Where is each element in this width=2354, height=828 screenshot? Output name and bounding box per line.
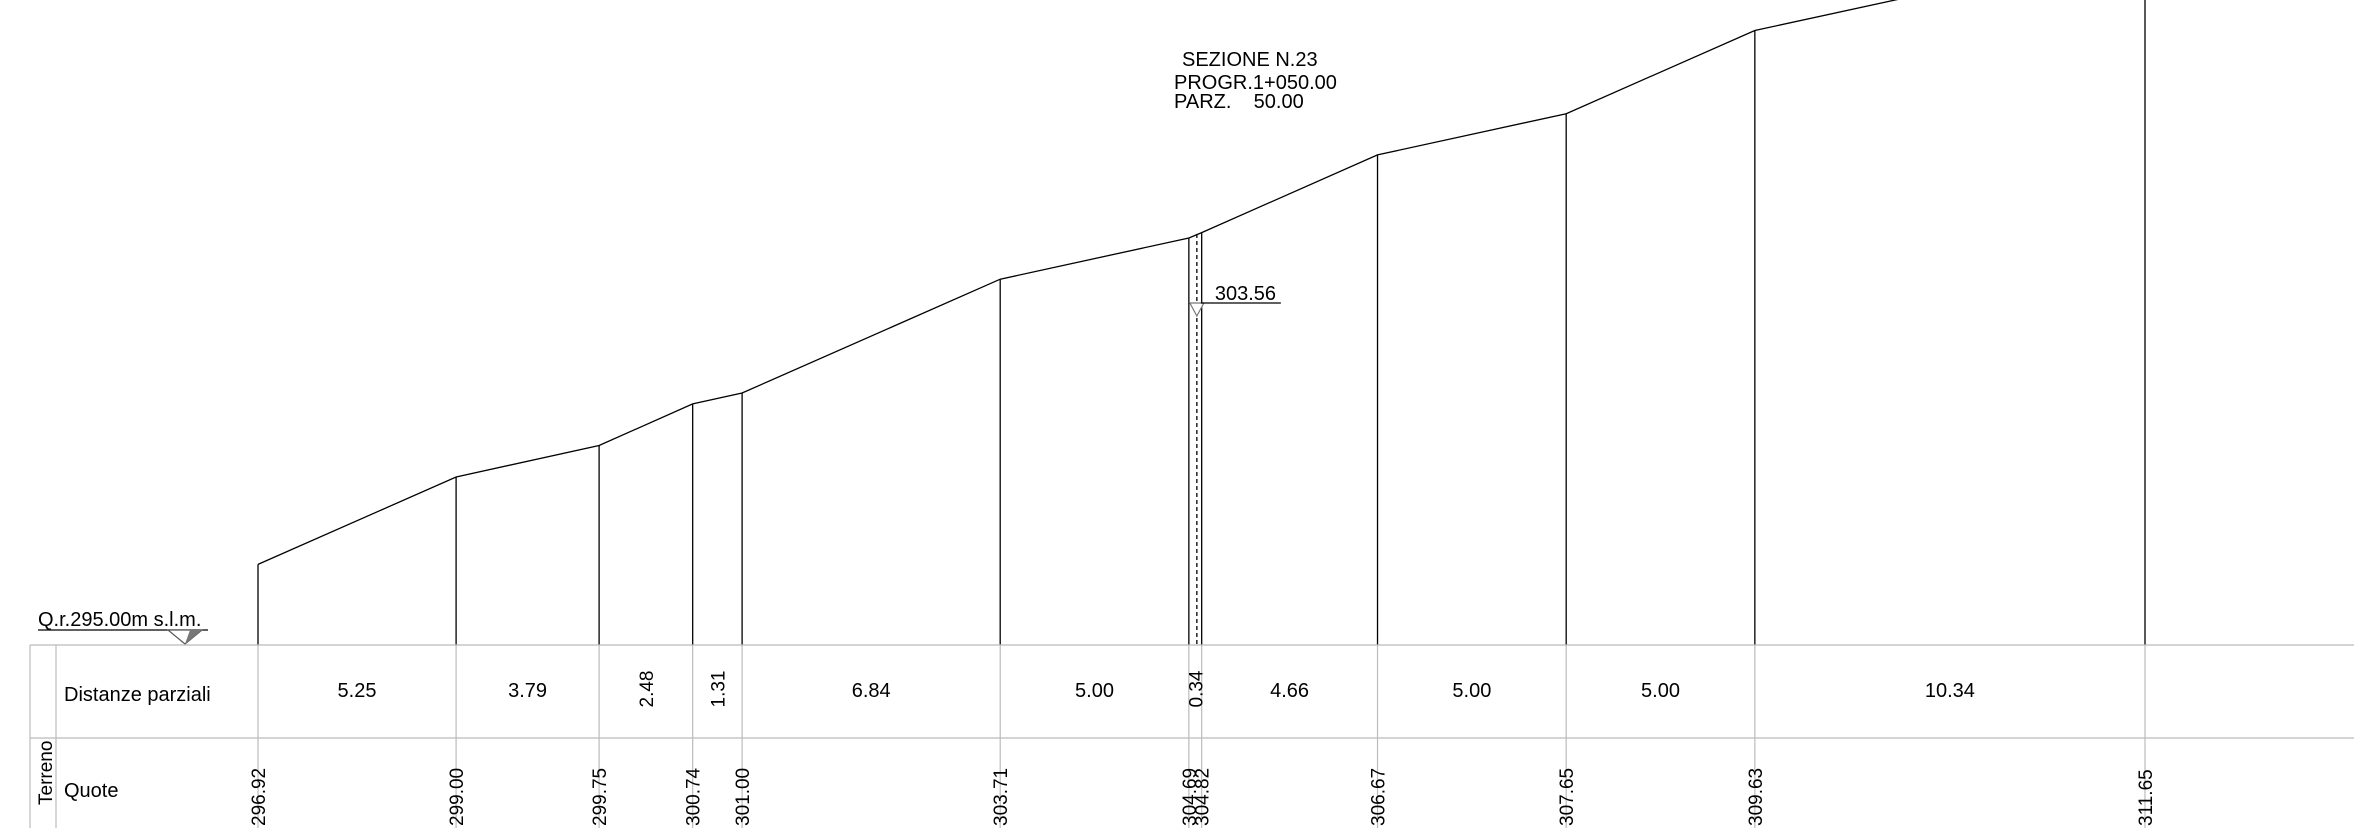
elevation-value: 306.67 [1369, 768, 1390, 826]
partial-distance-value: 5.00 [1452, 680, 1491, 702]
partial-distance-value: 1.31 [708, 671, 729, 708]
elevation-value: 301.00 [733, 768, 754, 826]
partial-distances-row-label: Distanze parziali [64, 684, 211, 706]
elevation-value: 303.71 [991, 768, 1012, 826]
elevation-value: 304.69 [1180, 768, 1201, 826]
partial-distance-value: 5.25 [338, 680, 377, 702]
elevation-value: 300.74 [684, 767, 705, 826]
partial-distance-value: 3.79 [508, 680, 547, 702]
section-header: SEZIONE N.23 PROGR.1+050.00 PARZ. 50.00 [1174, 49, 1337, 113]
axis-marker: 303.56 [1188, 234, 1281, 645]
reference-level: Q.r.295.00m s.l.m. [38, 609, 208, 645]
elevation-value: 309.63 [1746, 768, 1767, 826]
partial-distance-value: 5.00 [1075, 680, 1114, 702]
elevation-value: 304.82 [1193, 768, 1214, 826]
partial-label: PARZ. 50.00 [1174, 91, 1304, 113]
partial-distance-value: 5.00 [1641, 680, 1680, 702]
profile-layer [257, 0, 2146, 645]
elevation-value: 299.00 [447, 768, 468, 826]
elevation-value: 299.75 [590, 768, 611, 826]
table-values: 296.92 299.00 299.75 300.74 301.00 303.71 304.… [249, 645, 2157, 828]
partial-distance-value: 4.66 [1270, 680, 1309, 702]
data-table: Terreno Distanze parziali Quote 296.92 29… [29, 644, 2354, 828]
terrain-profile-line [257, 0, 1899, 565]
terrain-group-label: Terreno [36, 741, 57, 805]
marker-triangle-icon [1188, 302, 1205, 318]
reference-triangle-shade [185, 630, 202, 644]
elevation-value: 311.65 [2136, 769, 2157, 826]
partial-distance-value: 10.34 [1925, 680, 1975, 702]
partial-distance-value: 0.34 [1186, 670, 1207, 707]
partial-distance-value: 6.84 [852, 680, 891, 702]
progressive-label: PROGR.1+050.00 [1174, 72, 1337, 94]
partial-distance-value: 2.48 [637, 671, 658, 708]
reference-level-label: Q.r.295.00m s.l.m. [38, 609, 201, 631]
section-number: SEZIONE N.23 [1182, 49, 1318, 71]
elevation-value: 307.65 [1557, 768, 1578, 826]
marker-elevation-label: 303.56 [1215, 283, 1276, 305]
elevations-row-label: Quote [64, 780, 118, 802]
elevation-value: 296.92 [249, 768, 270, 826]
